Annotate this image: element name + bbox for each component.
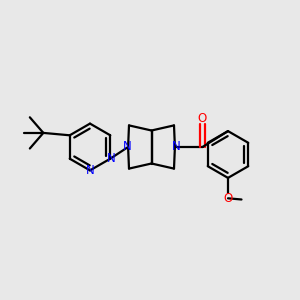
Text: N: N	[85, 164, 94, 178]
Text: O: O	[224, 192, 232, 205]
Text: O: O	[198, 112, 207, 125]
Text: N: N	[106, 152, 115, 165]
Text: N: N	[122, 140, 131, 154]
Text: N: N	[172, 140, 181, 154]
